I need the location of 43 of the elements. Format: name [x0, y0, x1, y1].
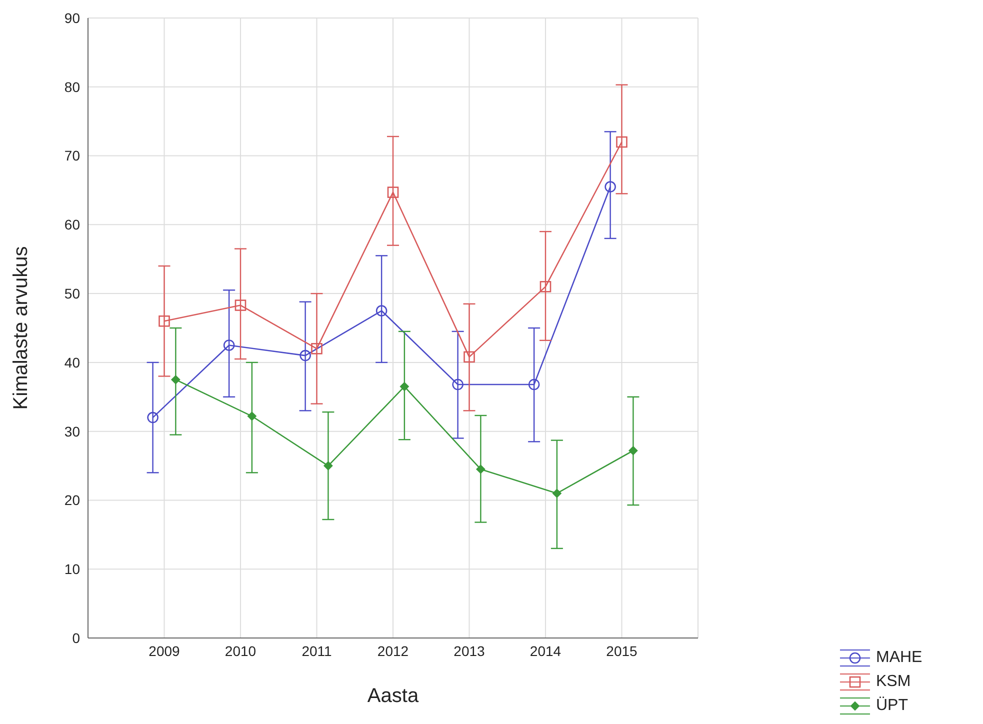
point [452, 378, 464, 390]
point [400, 382, 409, 392]
point [147, 412, 158, 424]
y-tick-label: 60 [64, 216, 80, 233]
y-tick-label: 0 [72, 630, 80, 646]
y-tick-label: 30 [64, 423, 80, 440]
legend-label: MAHE [876, 649, 922, 667]
point [158, 315, 170, 327]
point [616, 136, 628, 148]
legend-label: ÜPT [876, 697, 908, 715]
point [628, 446, 638, 456]
y-tick-label: 40 [64, 354, 80, 370]
x-tick-label: 2012 [377, 642, 409, 659]
x-tick-label: 2015 [606, 642, 638, 659]
point [387, 186, 399, 198]
point [476, 464, 486, 474]
point [223, 340, 235, 351]
point [552, 488, 562, 498]
legend-label: KSM [876, 673, 911, 691]
point [300, 350, 311, 362]
point [324, 461, 333, 470]
x-tick-label: 2011 [302, 642, 332, 659]
point [464, 351, 475, 363]
x-axis-title: Aasta [367, 685, 420, 707]
x-tick-label: 2013 [454, 642, 486, 659]
point [528, 378, 540, 390]
y-tick-label: 50 [64, 286, 80, 302]
point [234, 300, 246, 311]
point [311, 343, 322, 354]
x-tick-label: 2009 [148, 642, 180, 659]
y-tick-label: 70 [64, 148, 80, 164]
y-tick-label: 10 [64, 561, 80, 578]
point [376, 305, 388, 316]
x-tick-label: 2010 [224, 642, 256, 659]
point [247, 412, 256, 421]
point [171, 375, 180, 384]
y-tick-label: 80 [64, 78, 80, 95]
y-tick-label: 20 [64, 492, 80, 508]
point [604, 181, 616, 192]
y-tick-label: 90 [64, 10, 80, 26]
point [540, 281, 552, 292]
y-axis-title: Kimalaste arvukus [10, 246, 32, 410]
x-tick-label: 2014 [530, 642, 562, 659]
